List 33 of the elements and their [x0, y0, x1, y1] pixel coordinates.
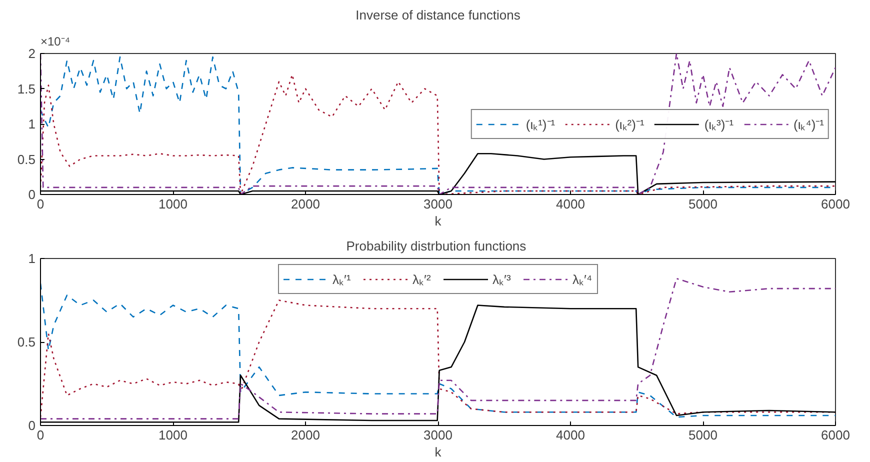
- x-axis-title: k: [434, 214, 442, 228]
- x-tick-label: 1000: [158, 428, 188, 442]
- legend-label: λₖ′¹: [332, 271, 352, 288]
- legend-label: λₖ′²: [412, 271, 432, 288]
- y-tick-label: 1.5: [17, 81, 36, 96]
- legend-label: (ιₖ⁴)⁻¹: [794, 116, 824, 132]
- legend-label: λₖ′⁴: [572, 271, 592, 288]
- chart-title: Probability distrbution functions: [346, 238, 527, 254]
- x-tick-label: 1000: [158, 196, 188, 212]
- y-tick-label: 2: [28, 46, 36, 61]
- y-tick-label: 0.5: [17, 152, 36, 167]
- x-tick-label: 4000: [556, 196, 585, 212]
- x-tick-label: 5000: [688, 428, 718, 442]
- legend-label: (ιₖ¹)⁻¹: [526, 116, 556, 132]
- legend-label: (ιₖ²)⁻¹: [615, 116, 644, 132]
- y-tick-label: 1: [28, 116, 36, 132]
- y-tick-label: 1: [28, 251, 36, 266]
- x-tick-label: 6000: [821, 428, 850, 442]
- x-axis-title: k: [434, 444, 442, 460]
- y-tick-label: 0: [28, 187, 36, 202]
- y-tick-label: 0.5: [17, 334, 36, 350]
- x-tick-label: 3000: [424, 196, 452, 212]
- x-tick-label: 5000: [688, 196, 718, 212]
- x-tick-label: 4000: [556, 428, 585, 442]
- legend-label: λₖ′³: [492, 271, 512, 288]
- x-tick-label: 6000: [821, 196, 850, 212]
- x-tick-label: 2000: [291, 428, 320, 442]
- x-tick-label: 2000: [291, 196, 320, 212]
- y-tick-label: 0: [28, 418, 36, 433]
- x-tick-label: 3000: [424, 428, 452, 442]
- chart-title: Inverse of distance functions: [356, 8, 521, 22]
- text: ×10⁻⁴: [40, 34, 70, 48]
- legend-label: (ιₖ³)⁻¹: [704, 116, 734, 132]
